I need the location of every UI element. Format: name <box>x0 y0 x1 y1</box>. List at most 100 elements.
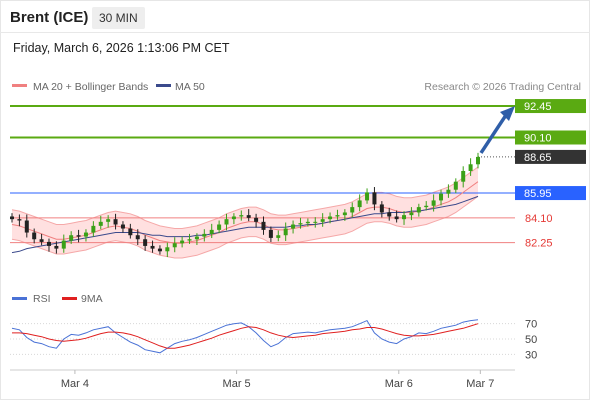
x-tick-label: Mar 4 <box>61 378 89 390</box>
candle-body <box>424 205 429 208</box>
last-price-label: 88.65 <box>524 152 552 164</box>
candle <box>254 213 259 228</box>
rsi-layer: 70 50 30 <box>10 319 537 361</box>
ma50-legend-label: MA 50 <box>175 81 205 93</box>
candle <box>320 213 325 227</box>
candle <box>313 217 318 228</box>
candle-body <box>76 235 81 237</box>
candle <box>424 201 429 211</box>
timestamp: Friday, March 6, 2026 1:13:06 PM CET <box>13 41 230 55</box>
forecast-arrow-head <box>500 106 515 122</box>
candle-body <box>91 225 96 233</box>
rsi-tick-label: 70 <box>525 319 537 331</box>
candle <box>335 209 340 220</box>
candle <box>350 202 355 218</box>
rsi-ma-legend-swatch <box>62 297 77 300</box>
candle <box>372 187 377 211</box>
candle <box>342 209 347 221</box>
candle <box>217 220 222 234</box>
candle-body <box>439 193 444 201</box>
rsi-tick-label: 50 <box>525 334 537 346</box>
candle <box>328 212 333 224</box>
candle-body <box>209 229 214 234</box>
candle <box>172 237 177 253</box>
candle <box>387 207 392 221</box>
candle-body <box>468 164 473 171</box>
candle <box>113 213 118 230</box>
bollinger-upper <box>11 166 479 229</box>
candle-body <box>39 239 44 242</box>
candle-body <box>254 217 259 222</box>
candle-body <box>283 228 288 236</box>
candle-body <box>194 236 199 240</box>
candle-body <box>54 245 59 249</box>
candle <box>157 245 162 255</box>
candle <box>32 228 37 244</box>
candle-body <box>335 215 340 217</box>
candle-body <box>372 192 377 205</box>
candle <box>365 188 370 204</box>
candle-body <box>357 200 362 208</box>
candle <box>180 236 185 248</box>
resistance-tag <box>515 130 586 145</box>
candle <box>128 223 133 239</box>
candle-body <box>453 181 458 190</box>
candle-body <box>446 189 451 194</box>
candle <box>298 217 303 229</box>
candle <box>268 226 273 243</box>
x-tick-label: Mar 6 <box>385 378 413 390</box>
axis-layer: Mar 4 Mar 5 Mar 6 Mar 7 <box>61 370 494 390</box>
candle-body <box>224 219 229 225</box>
candle-body <box>172 243 177 248</box>
candle-body <box>268 229 273 238</box>
candle-body <box>106 219 111 222</box>
ma50-line <box>11 195 479 254</box>
candle-body <box>150 245 155 249</box>
candle-body <box>46 241 51 246</box>
candle-body <box>409 212 414 216</box>
candle-body <box>402 215 407 220</box>
candle <box>431 194 436 212</box>
candle <box>106 215 111 228</box>
candle <box>379 201 384 218</box>
candle-body <box>298 223 303 225</box>
candle <box>202 229 207 242</box>
candle-body <box>365 192 370 201</box>
candle-body <box>202 233 207 237</box>
candle-body <box>120 224 125 229</box>
candle-body <box>350 207 355 213</box>
interval-button[interactable]: 30 MIN <box>92 7 145 29</box>
candle-body <box>261 221 266 230</box>
candle-body <box>394 216 399 220</box>
last-price-tag <box>515 149 586 164</box>
support-label: 82.25 <box>525 238 553 250</box>
candle-body <box>143 239 148 246</box>
candle-body <box>69 235 74 241</box>
candle <box>224 213 229 231</box>
candle-body <box>328 216 333 220</box>
candle <box>283 222 288 241</box>
pivot-label: 85.95 <box>524 188 552 200</box>
candle <box>135 229 140 245</box>
bollinger-layer <box>11 166 479 259</box>
candle <box>120 221 125 233</box>
support-label: 84.10 <box>525 213 553 225</box>
candle <box>150 240 155 253</box>
candle <box>209 223 214 239</box>
candle-body <box>180 240 185 244</box>
candle <box>76 229 81 243</box>
candle-body <box>475 156 481 165</box>
rsi-ma-legend-label: 9MA <box>81 293 103 305</box>
candle-body <box>128 228 133 236</box>
candle <box>291 220 296 234</box>
candle-body <box>461 170 466 182</box>
candle-body <box>157 248 162 252</box>
candle <box>276 230 281 242</box>
candle <box>39 233 44 246</box>
candle-body <box>165 247 170 252</box>
candle-body <box>113 219 118 225</box>
candle <box>305 218 310 227</box>
candle <box>453 178 458 194</box>
candle <box>468 158 473 176</box>
ma20-legend-label: MA 20 + Bollinger Bands <box>33 81 148 93</box>
